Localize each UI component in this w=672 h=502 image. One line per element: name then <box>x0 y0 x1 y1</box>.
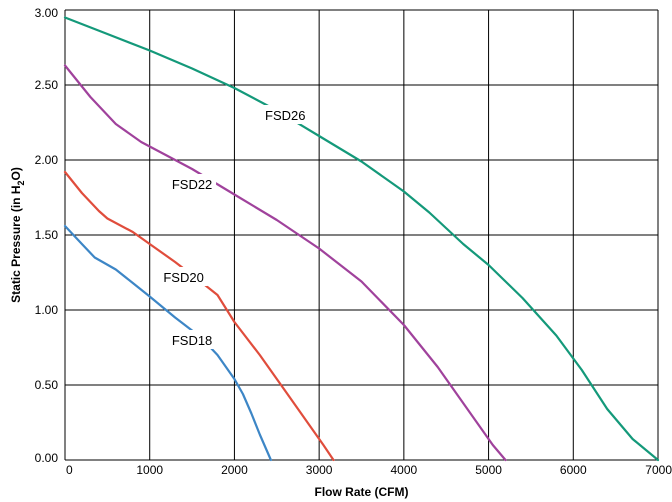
series-line-fsd20 <box>63 170 335 462</box>
y-tick-label: 3.00 <box>35 6 59 20</box>
series-line-fsd26 <box>63 16 660 462</box>
series-label: FSD26 <box>265 108 305 123</box>
series-label: FSD18 <box>172 333 212 348</box>
y-tick-label: 1.00 <box>35 303 59 317</box>
y-tick-label: 2.00 <box>35 153 59 167</box>
x-axis-title: Flow Rate (CFM) <box>315 485 409 499</box>
series-line-fsd18 <box>63 224 272 462</box>
x-tick-label: 6000 <box>560 463 587 477</box>
series-label-bg <box>261 105 310 124</box>
series-label-bg <box>168 174 217 193</box>
y-tick-label: 1.50 <box>35 228 59 242</box>
series-label-bg <box>168 330 217 349</box>
x-tick-label: 2000 <box>221 463 248 477</box>
x-tick-label: 5000 <box>475 463 502 477</box>
x-tick-label: 0 <box>66 463 73 477</box>
series-lines <box>63 16 660 462</box>
grid <box>64 9 659 461</box>
x-tick-label: 1000 <box>136 463 163 477</box>
tick-labels: 0 1000 2000 3000 4000 5000 6000 7000 0.00 0.50 1.0… <box>35 6 672 477</box>
series-label-bg <box>159 267 208 286</box>
series-labels: FSD26 FSD22 FSD20 FSD18 <box>159 105 310 349</box>
y-tick-label: 2.50 <box>35 78 59 92</box>
x-tick-label: 4000 <box>391 463 418 477</box>
series-label: FSD22 <box>172 177 212 192</box>
y-tick-label: 0.50 <box>35 378 59 392</box>
x-tick-label: 3000 <box>306 463 333 477</box>
series-line-fsd22 <box>63 64 507 462</box>
series-label: FSD20 <box>163 270 203 285</box>
y-tick-label: 0.00 <box>35 451 59 465</box>
y-axis-title: Static Pressure (in H2O) <box>9 167 26 303</box>
x-tick-label: 7000 <box>645 463 672 477</box>
